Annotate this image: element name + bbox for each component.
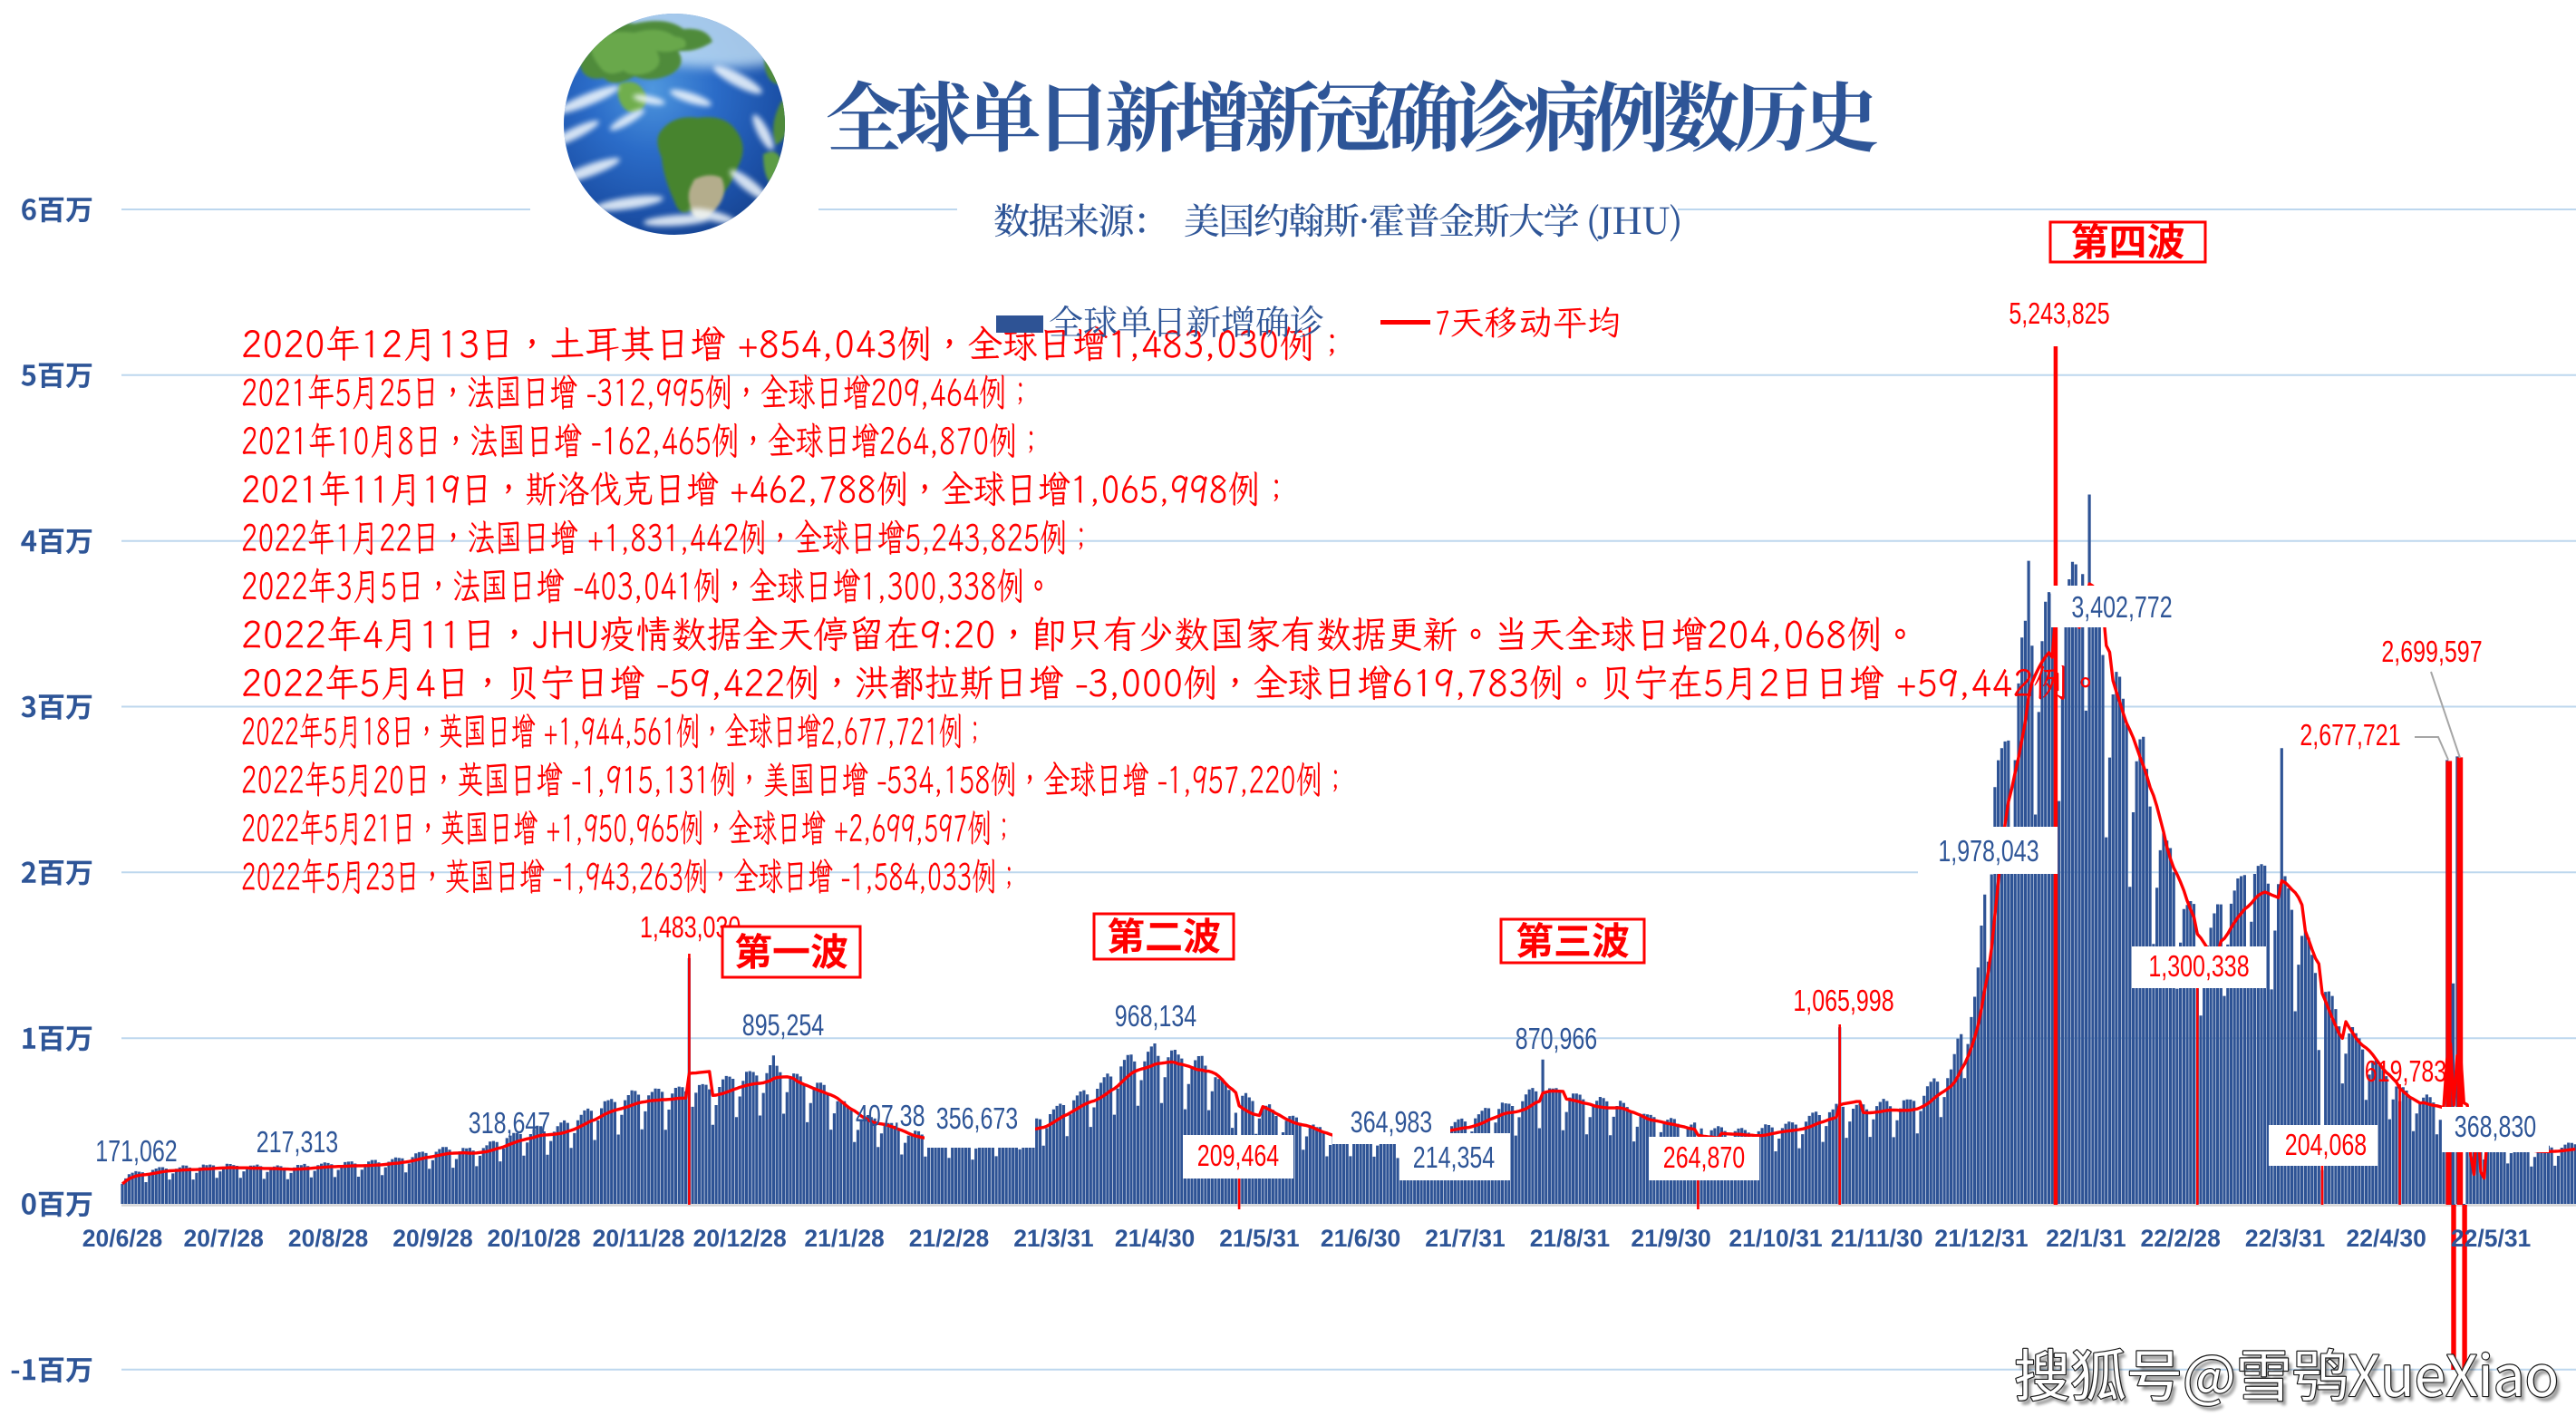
svg-text:20/9/28: 20/9/28 (392, 1225, 472, 1252)
svg-text:870,966: 870,966 (1516, 1023, 1597, 1056)
svg-text:2,677,721: 2,677,721 (2300, 719, 2400, 752)
svg-text:20/12/28: 20/12/28 (693, 1225, 787, 1252)
svg-text:22/3/31: 22/3/31 (2245, 1225, 2325, 1252)
svg-text:1,065,998: 1,065,998 (1793, 985, 1893, 1018)
svg-text:20/10/28: 20/10/28 (488, 1225, 581, 1252)
svg-text:619,783: 619,783 (2365, 1055, 2446, 1089)
svg-text:22/2/28: 22/2/28 (2140, 1225, 2220, 1252)
svg-text:21/4/30: 21/4/30 (1115, 1225, 1195, 1252)
svg-text:368,830: 368,830 (2455, 1111, 2536, 1144)
svg-text:21/10/31: 21/10/31 (1729, 1225, 1822, 1252)
svg-text:22/4/30: 22/4/30 (2346, 1225, 2426, 1252)
svg-text:264,870: 264,870 (1663, 1141, 1745, 1175)
svg-text:1,978,043: 1,978,043 (1938, 835, 2039, 868)
svg-text:5,243,825: 5,243,825 (2009, 297, 2109, 331)
svg-text:2,699,597: 2,699,597 (2381, 635, 2482, 669)
svg-text:3,402,772: 3,402,772 (2071, 591, 2172, 625)
svg-text:204,068: 204,068 (2285, 1129, 2367, 1162)
svg-text:21/1/28: 21/1/28 (804, 1225, 884, 1252)
svg-text:968,134: 968,134 (1115, 1000, 1196, 1033)
svg-text:22/5/31: 22/5/31 (2451, 1225, 2531, 1252)
svg-text:21/9/30: 21/9/30 (1631, 1225, 1710, 1252)
svg-text:171,062: 171,062 (95, 1135, 177, 1169)
svg-text:895,254: 895,254 (742, 1009, 824, 1043)
svg-text:214,354: 214,354 (1413, 1141, 1495, 1175)
svg-text:20/6/28: 20/6/28 (82, 1225, 162, 1252)
svg-text:407,387: 407,387 (856, 1100, 937, 1133)
svg-text:21/2/28: 21/2/28 (909, 1225, 989, 1252)
svg-text:356,673: 356,673 (936, 1102, 1018, 1136)
svg-text:1,300,338: 1,300,338 (2148, 950, 2249, 984)
svg-text:21/7/31: 21/7/31 (1425, 1225, 1505, 1252)
svg-text:21/11/30: 21/11/30 (1831, 1225, 1923, 1252)
svg-text:217,313: 217,313 (257, 1126, 338, 1159)
svg-text:21/5/31: 21/5/31 (1219, 1225, 1299, 1252)
svg-text:318,647: 318,647 (469, 1107, 550, 1140)
svg-text:21/3/31: 21/3/31 (1013, 1225, 1093, 1252)
svg-text:21/6/30: 21/6/30 (1321, 1225, 1400, 1252)
svg-text:20/11/28: 20/11/28 (593, 1225, 685, 1252)
svg-text:21/12/31: 21/12/31 (1934, 1225, 2028, 1252)
svg-text:209,464: 209,464 (1197, 1140, 1279, 1173)
svg-text:20/8/28: 20/8/28 (288, 1225, 368, 1252)
svg-text:20/7/28: 20/7/28 (183, 1225, 263, 1252)
svg-text:21/8/31: 21/8/31 (1530, 1225, 1610, 1252)
svg-text:22/1/31: 22/1/31 (2046, 1225, 2126, 1252)
